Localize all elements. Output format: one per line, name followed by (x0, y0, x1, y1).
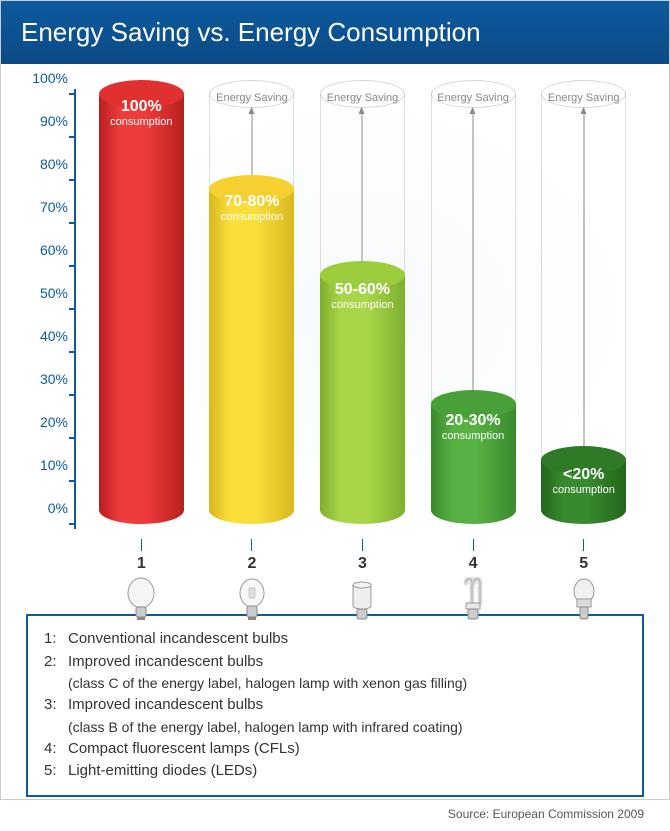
legend-subtext: (class B of the energy label, halogen la… (44, 717, 626, 738)
legend-text: Conventional incandescent bulbs (68, 628, 288, 651)
y-tick-label: 0% (48, 500, 68, 516)
x-label-3: 3 (315, 539, 410, 625)
chart-area: 0% 10% 20% 30% 40% 50% 60% 70% 80% 90% 100% 100%co… (1, 64, 669, 614)
saving-arrow-icon (362, 108, 363, 261)
y-tick-mark (69, 523, 76, 525)
bar-2: Energy Saving 70-80%consumption (204, 94, 299, 524)
legend-text: Light-emitting diodes (LEDs) (68, 760, 257, 783)
source-text: Source: European Commission 2009 (1, 807, 669, 831)
bar-4: Energy Saving 20-30%consumption (426, 94, 521, 524)
bar-value-label: 50-60%consumption (320, 281, 405, 311)
legend-num: 4: (44, 738, 68, 761)
legend-num: 1: (44, 628, 68, 651)
y-tick-label: 50% (40, 285, 68, 301)
legend-row: 2:Improved incandescent bulbs (44, 651, 626, 674)
bar-3: Energy Saving 50-60%consumption (315, 94, 410, 524)
y-tick-mark (69, 222, 76, 224)
bar-1: 100%consumption (94, 94, 189, 524)
saving-arrow-icon (251, 108, 252, 175)
y-tick-label: 30% (40, 371, 68, 387)
y-tick-label: 20% (40, 414, 68, 430)
saving-arrow-icon (583, 108, 584, 446)
y-tick-mark (69, 394, 76, 396)
saving-arrow-icon (473, 108, 474, 390)
title-bar: Energy Saving vs. Energy Consumption (1, 1, 669, 64)
y-tick-label: 40% (40, 328, 68, 344)
x-label-4: 4 (426, 539, 521, 625)
x-label-1: 1 (94, 539, 189, 625)
energy-saving-label: Energy Saving (204, 92, 299, 104)
legend-row: 5:Light-emitting diodes (LEDs) (44, 760, 626, 783)
y-tick-label: 90% (40, 113, 68, 129)
legend-text: Improved incandescent bulbs (68, 694, 263, 717)
cylinder-fill: 70-80%consumption (209, 189, 294, 524)
bars-container: 100%consumption Energy Saving 70-80%consum… (86, 94, 639, 524)
bar-value-label: 70-80%consumption (209, 193, 294, 223)
bar-value-label: 100%consumption (99, 98, 184, 128)
infographic-container: Energy Saving vs. Energy Consumption 0% 1… (0, 0, 670, 800)
y-tick-mark (69, 265, 76, 267)
legend-row: 4:Compact fluorescent lamps (CFLs) (44, 738, 626, 761)
cylinder-fill: 50-60%consumption (320, 275, 405, 524)
y-tick-mark (69, 93, 76, 95)
y-tick-mark (69, 437, 76, 439)
y-tick-label: 10% (40, 457, 68, 473)
y-tick-label: 70% (40, 199, 68, 215)
legend-subtext: (class C of the energy label, halogen la… (44, 673, 626, 694)
y-tick-mark (69, 308, 76, 310)
x-axis-labels: 12345 (86, 539, 639, 625)
y-tick-mark (69, 351, 76, 353)
legend-text: Compact fluorescent lamps (CFLs) (68, 738, 300, 761)
y-tick-label: 60% (40, 242, 68, 258)
legend-text: Improved incandescent bulbs (68, 651, 263, 674)
legend-num: 3: (44, 694, 68, 717)
cylinder-fill: 20-30%consumption (431, 404, 516, 524)
bar-value-label: <20%consumption (541, 466, 626, 496)
y-tick-label: 80% (40, 156, 68, 172)
legend-num: 5: (44, 760, 68, 783)
y-tick-mark (69, 179, 76, 181)
y-tick-mark (69, 136, 76, 138)
legend-box: 1:Conventional incandescent bulbs2:Impro… (26, 614, 644, 797)
page-title: Energy Saving vs. Energy Consumption (21, 17, 481, 47)
cylinder-fill: <20%consumption (541, 460, 626, 525)
cylinder-fill: 100%consumption (99, 94, 184, 524)
energy-saving-label: Energy Saving (315, 92, 410, 104)
y-axis: 0%10%20%30%40%50%60%70%80%90%100% (21, 94, 76, 524)
x-label-5: 5 (536, 539, 631, 625)
bar-5: Energy Saving <20%consumption (536, 94, 631, 524)
energy-saving-label: Energy Saving (426, 92, 521, 104)
energy-saving-label: Energy Saving (536, 92, 631, 104)
legend-num: 2: (44, 651, 68, 674)
bar-value-label: 20-30%consumption (431, 412, 516, 442)
legend-row: 3:Improved incandescent bulbs (44, 694, 626, 717)
y-tick-label: 100% (32, 70, 68, 86)
legend-row: 1:Conventional incandescent bulbs (44, 628, 626, 651)
x-label-2: 2 (204, 539, 299, 625)
y-tick-mark (69, 480, 76, 482)
